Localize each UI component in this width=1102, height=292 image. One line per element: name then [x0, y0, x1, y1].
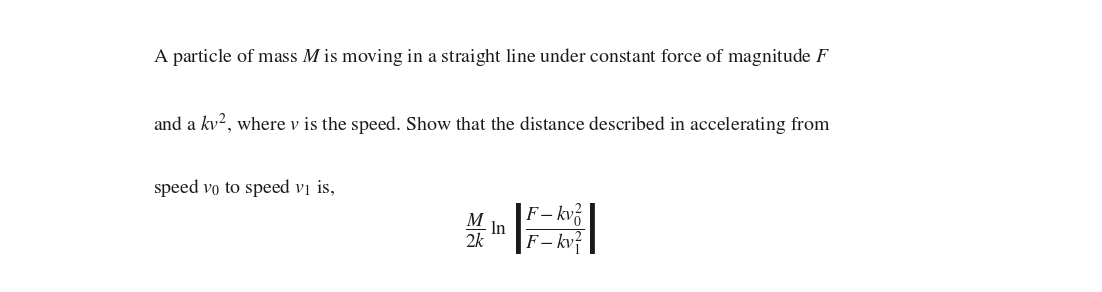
Text: $\dfrac{M}{2k}\ \mathrm{ln}\ \left|\dfrac{F - kv_0^2}{F - kv_1^2}\right|$: $\dfrac{M}{2k}\ \mathrm{ln}\ \left|\dfra… [465, 201, 596, 256]
Text: speed $v_0$ to speed $v_1$ is,: speed $v_0$ to speed $v_1$ is, [153, 177, 335, 199]
Text: and a $kv^2$, where $v$ is the speed. Show that the distance described in accele: and a $kv^2$, where $v$ is the speed. Sh… [153, 112, 831, 138]
Text: A particle of mass $M$ is moving in a straight line under constant force of magn: A particle of mass $M$ is moving in a st… [153, 46, 831, 68]
